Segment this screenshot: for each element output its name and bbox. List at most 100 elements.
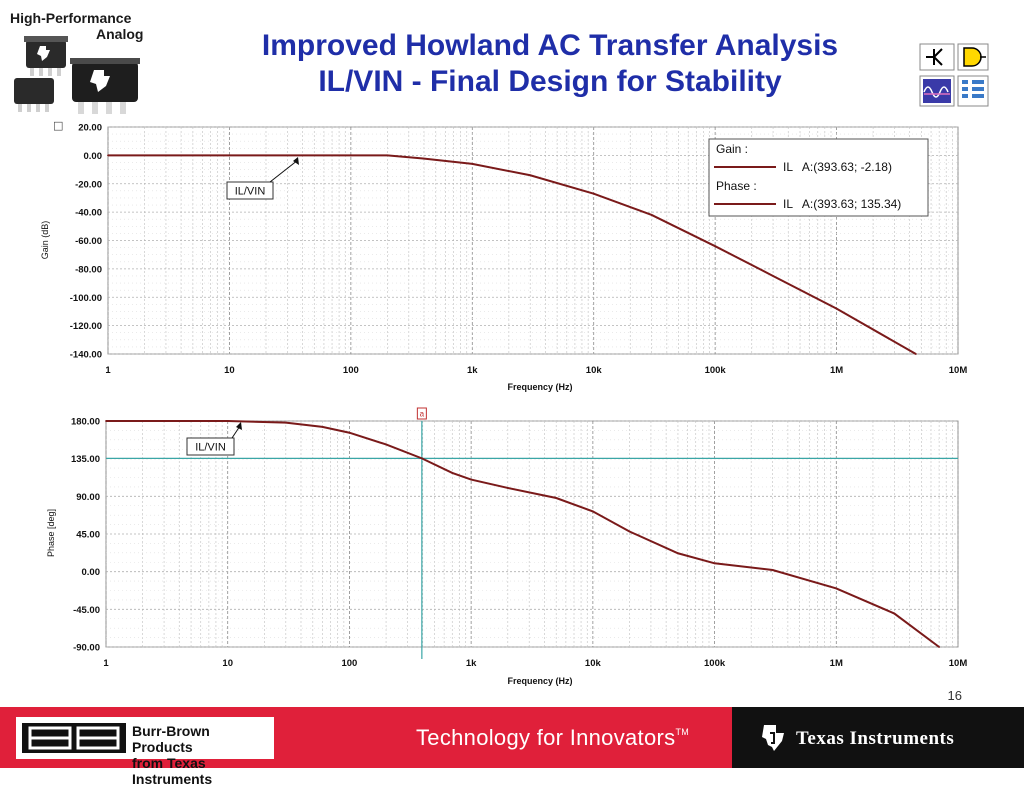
data-point (591, 510, 594, 513)
y-tick-label: 135.00 (71, 454, 100, 465)
title-line1: Improved Howland AC Transfer Analysis (261, 29, 839, 62)
x-tick-label: 10 (222, 658, 233, 669)
x-tick-label: 1M (830, 658, 843, 669)
burr-brown-text: Burr-Brown Products from Texas Instrumen… (132, 723, 274, 787)
x-tick-label: 100k (704, 658, 726, 669)
x-tick-label: 1k (467, 365, 478, 376)
gain-x-ticks: 1 10 100 1k 10k 100k 1M 10M (105, 365, 967, 376)
data-point (451, 471, 454, 474)
data-point (771, 569, 774, 571)
footer-red-band: Burr-Brown Products from Texas Instrumen… (0, 707, 732, 787)
footer-tagline: Technology for InnovatorsTM (416, 725, 689, 751)
data-point (422, 157, 425, 160)
y-tick-label: 45.00 (76, 530, 100, 541)
tagline-text: Technology for Innovators (416, 725, 676, 750)
bb-line1: Burr-Brown Products (132, 723, 210, 755)
data-point (349, 154, 352, 157)
data-point (914, 353, 917, 355)
tagline-trademark: TM (675, 727, 690, 737)
data-point (835, 307, 838, 310)
high-performance-analog-logo: High-Performance Analog (6, 6, 156, 124)
tina-simulator-icon (918, 42, 992, 110)
phase-annotation-label: IL/VIN (195, 442, 226, 454)
legend-phase-entry: IL A:(393.63; 135.34) (783, 197, 901, 211)
phase-x-axis-label: Frequency (Hz) (507, 676, 572, 686)
logo-line1: High-Performance (10, 10, 132, 26)
title-line2: IL/VIN - Final Design for Stability (318, 65, 782, 98)
data-point (470, 478, 473, 481)
y-tick-label: -20.00 (75, 179, 102, 190)
data-point (301, 154, 304, 157)
burr-brown-badge: Burr-Brown Products from Texas Instrumen… (16, 717, 274, 787)
gain-chart: 20.00 0.00 -20.00 -40.00 -60.00 -80.00 -100.00… (40, 123, 967, 393)
y-tick-label: -120.00 (70, 321, 102, 332)
gain-y-axis-label: Gain (dB) (40, 221, 50, 260)
data-point (893, 612, 896, 615)
x-tick-label: 10M (949, 365, 968, 376)
x-tick-label: 1 (103, 658, 109, 669)
x-tick-label: 10M (949, 658, 968, 669)
data-point (105, 420, 107, 422)
page-title: Improved Howland AC Transfer Analysis IL… (170, 28, 930, 100)
phase-grid (105, 420, 959, 648)
y-tick-label: 180.00 (71, 417, 100, 428)
phase-x-ticks: 1 10 100 1k 10k 100k 1M 10M (103, 658, 967, 669)
data-point (650, 214, 653, 216)
x-tick-label: 10 (224, 365, 235, 376)
legend-gain-header: Gain : (716, 142, 748, 156)
data-point (938, 646, 941, 648)
ti-state-icon (758, 723, 788, 753)
data-point (420, 457, 423, 460)
x-tick-label: 1k (466, 658, 477, 669)
data-point (386, 154, 389, 157)
logo-line2: Analog (96, 26, 144, 42)
x-tick-label: 100k (705, 365, 727, 376)
data-point (772, 275, 774, 277)
data-point (628, 530, 631, 533)
gain-series-line (107, 154, 917, 355)
bb-line2: from Texas Instruments (132, 755, 213, 787)
y-tick-label: -140.00 (70, 350, 102, 361)
phase-y-ticks: 180.00 135.00 90.00 45.00 0.00 -45.00 -90.00 (71, 417, 100, 654)
data-point (592, 192, 595, 195)
data-point (348, 431, 351, 434)
data-point (555, 497, 558, 499)
gain-legend: Gain : IL A:(393.63; -2.18) Phase : IL A… (708, 138, 929, 217)
gain-annotation: IL/VIN (226, 157, 299, 200)
data-point (714, 245, 717, 248)
phase-y-axis-label: Phase [deg] (46, 509, 56, 557)
x-tick-label: 100 (343, 365, 359, 376)
data-point (471, 162, 474, 165)
x-tick-label: 1 (105, 365, 111, 376)
logo-text: High-Performance Analog (10, 10, 143, 42)
phase-annotation: IL/VIN (186, 422, 242, 456)
gain-x-axis-label: Frequency (Hz) (507, 382, 572, 392)
y-tick-label: -60.00 (75, 236, 102, 247)
gain-data-points (107, 154, 917, 355)
data-point (506, 487, 509, 489)
x-tick-label: 10k (585, 658, 602, 669)
y-tick-label: -80.00 (75, 264, 102, 275)
data-point (321, 425, 324, 428)
y-tick-label: 90.00 (76, 492, 100, 503)
slide-bullet: □ (53, 119, 64, 132)
phase-chart: 180.00 135.00 90.00 45.00 0.00 -45.00 -90.00 1… (46, 407, 967, 686)
data-point (284, 421, 287, 424)
data-point (677, 552, 679, 555)
phase-data-points (105, 420, 941, 648)
gain-annotation-label: IL/VIN (235, 186, 266, 198)
data-point (529, 174, 532, 177)
y-tick-label: -100.00 (70, 293, 102, 304)
data-point (228, 154, 231, 157)
phase-cursor-label: a (420, 410, 425, 419)
phase-cursor-tag[interactable]: a (416, 407, 427, 420)
y-tick-label: -90.00 (73, 643, 100, 654)
y-tick-label: 0.00 (82, 567, 101, 578)
chip-packages-icon (14, 36, 140, 114)
y-tick-label: 0.00 (84, 151, 103, 162)
x-tick-label: 10k (586, 365, 603, 376)
gain-y-ticks: 20.00 0.00 -20.00 -40.00 -60.00 -80.00 -100.00… (70, 123, 102, 361)
burr-brown-logo (22, 723, 126, 753)
data-point (107, 154, 109, 157)
data-point (226, 420, 229, 422)
